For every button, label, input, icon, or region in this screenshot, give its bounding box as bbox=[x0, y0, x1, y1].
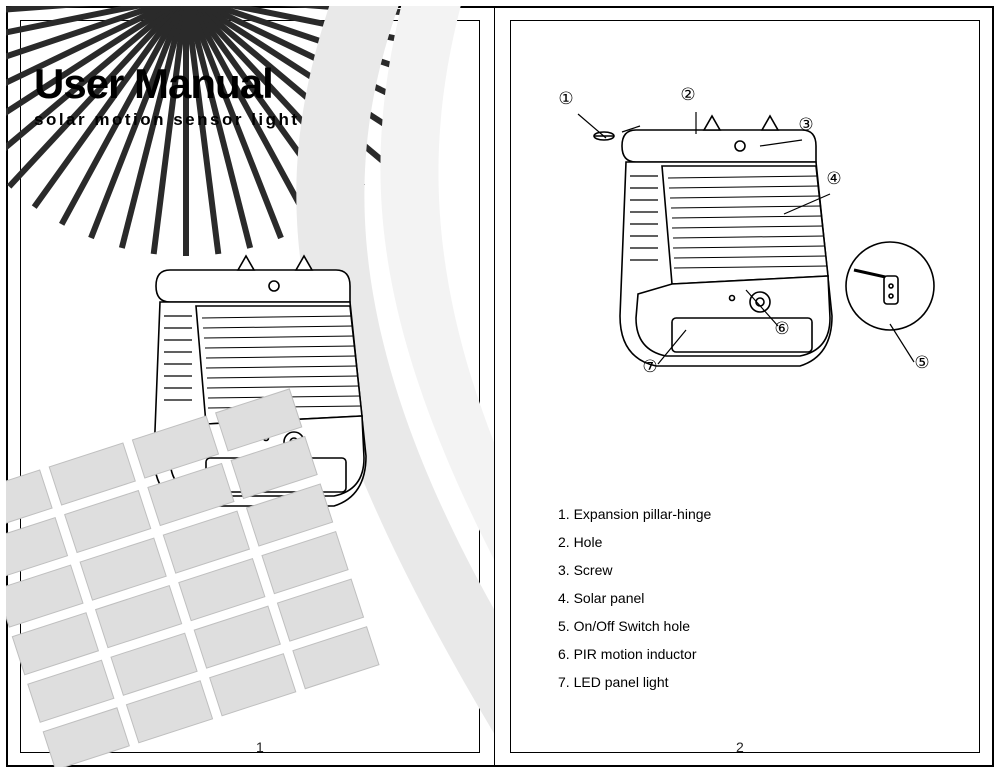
legend-item: 6. PIR motion inductor bbox=[558, 640, 711, 668]
page-1: User Manual solar motion sensor light bbox=[6, 6, 494, 767]
svg-text:⑤: ⑤ bbox=[914, 353, 929, 372]
svg-text:①: ① bbox=[558, 89, 573, 108]
legend-item: 4. Solar panel bbox=[558, 584, 711, 612]
page-number-2: 2 bbox=[736, 739, 744, 755]
svg-text:②: ② bbox=[680, 85, 695, 104]
product-illustration-labeled: ① ② ③ ④ ⑤ ⑥ ⑦ bbox=[512, 46, 982, 446]
legend-item: 7. LED panel light bbox=[558, 668, 711, 696]
page-number-1: 1 bbox=[256, 739, 264, 755]
svg-text:③: ③ bbox=[798, 115, 813, 134]
page-2: ① ② ③ ④ ⑤ ⑥ ⑦ 1. Expansion pillar-hinge 2. Hol… bbox=[496, 6, 994, 767]
legend-item: 3. Screw bbox=[558, 556, 711, 584]
legend-item: 5. On/Off Switch hole bbox=[558, 612, 711, 640]
manual-title: User Manual bbox=[34, 60, 300, 108]
svg-text:⑦: ⑦ bbox=[642, 357, 657, 376]
svg-text:④: ④ bbox=[826, 169, 841, 188]
manual-subtitle: solar motion sensor light bbox=[34, 110, 300, 130]
parts-legend: 1. Expansion pillar-hinge 2. Hole 3. Scr… bbox=[558, 500, 711, 696]
legend-item: 1. Expansion pillar-hinge bbox=[558, 500, 711, 528]
solar-grid-decoration bbox=[6, 436, 494, 767]
legend-item: 2. Hole bbox=[558, 528, 711, 556]
page-divider bbox=[494, 6, 495, 767]
svg-text:⑥: ⑥ bbox=[774, 319, 789, 338]
title-block: User Manual solar motion sensor light bbox=[34, 60, 300, 130]
